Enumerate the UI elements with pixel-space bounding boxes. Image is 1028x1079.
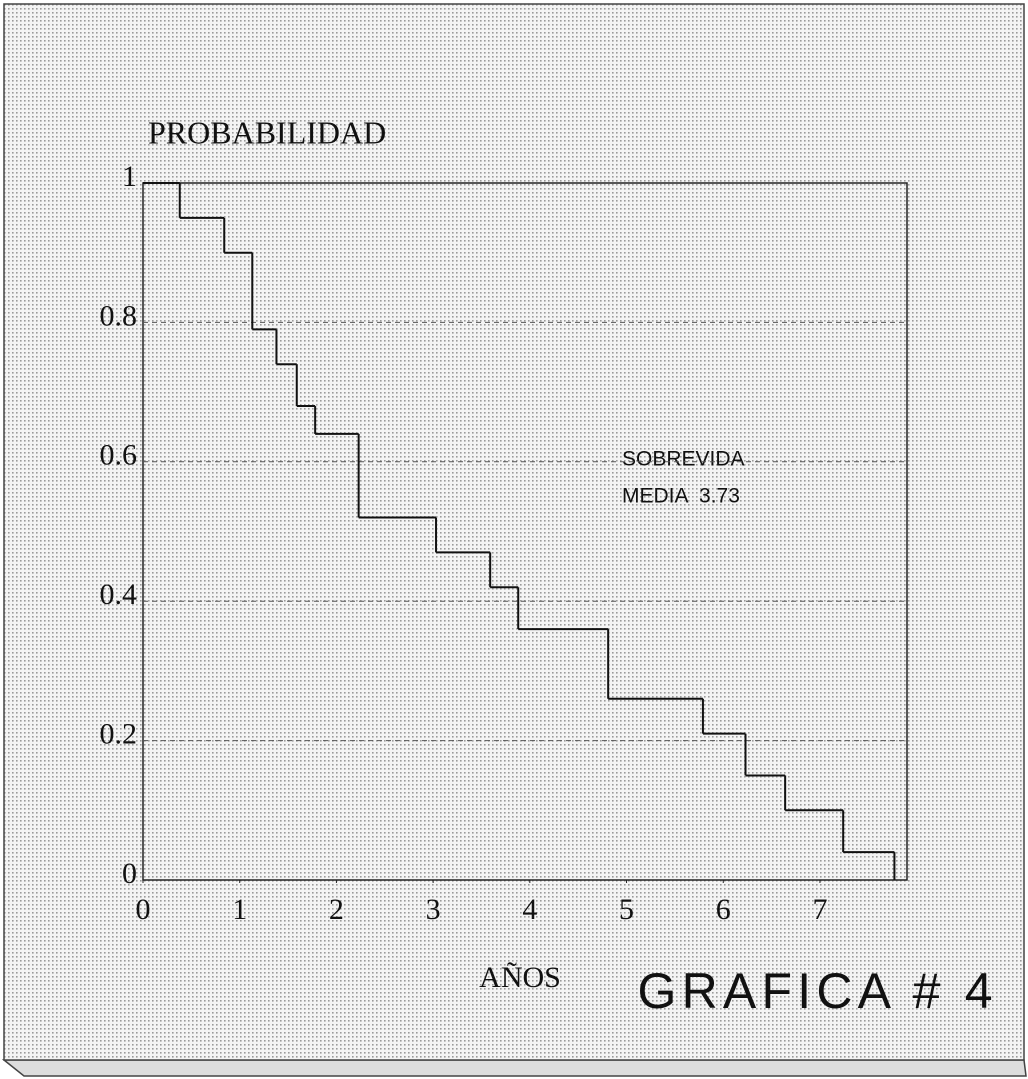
x-tick-label: 3	[426, 893, 441, 926]
annotation: SOBREVIDA	[622, 448, 745, 471]
x-tick-label: 7	[812, 893, 827, 926]
x-tick-label: 6	[716, 893, 731, 926]
x-tick-label: 4	[522, 893, 537, 926]
y-axis-label: PROBABILIDAD	[148, 114, 386, 150]
y-tick-label: 0.2	[100, 717, 138, 750]
x-axis-label: AÑOS	[479, 961, 561, 994]
x-tick-label: 1	[232, 893, 247, 926]
y-tick-label: 0.6	[100, 439, 138, 472]
frame	[3, 3, 1025, 1061]
annotation: MEDIA 3.73	[622, 485, 740, 508]
y-tick-label: 0.8	[100, 299, 138, 332]
y-tick-label: 0	[122, 857, 137, 890]
x-tick-label: 0	[136, 893, 151, 926]
frame-edge	[1, 1059, 1027, 1077]
x-tick-label: 2	[329, 893, 344, 926]
x-tick-label: 5	[619, 893, 634, 926]
plot-frame	[142, 182, 908, 881]
y-tick-label: 0.4	[100, 578, 138, 611]
y-tick-label: 1	[122, 160, 137, 193]
